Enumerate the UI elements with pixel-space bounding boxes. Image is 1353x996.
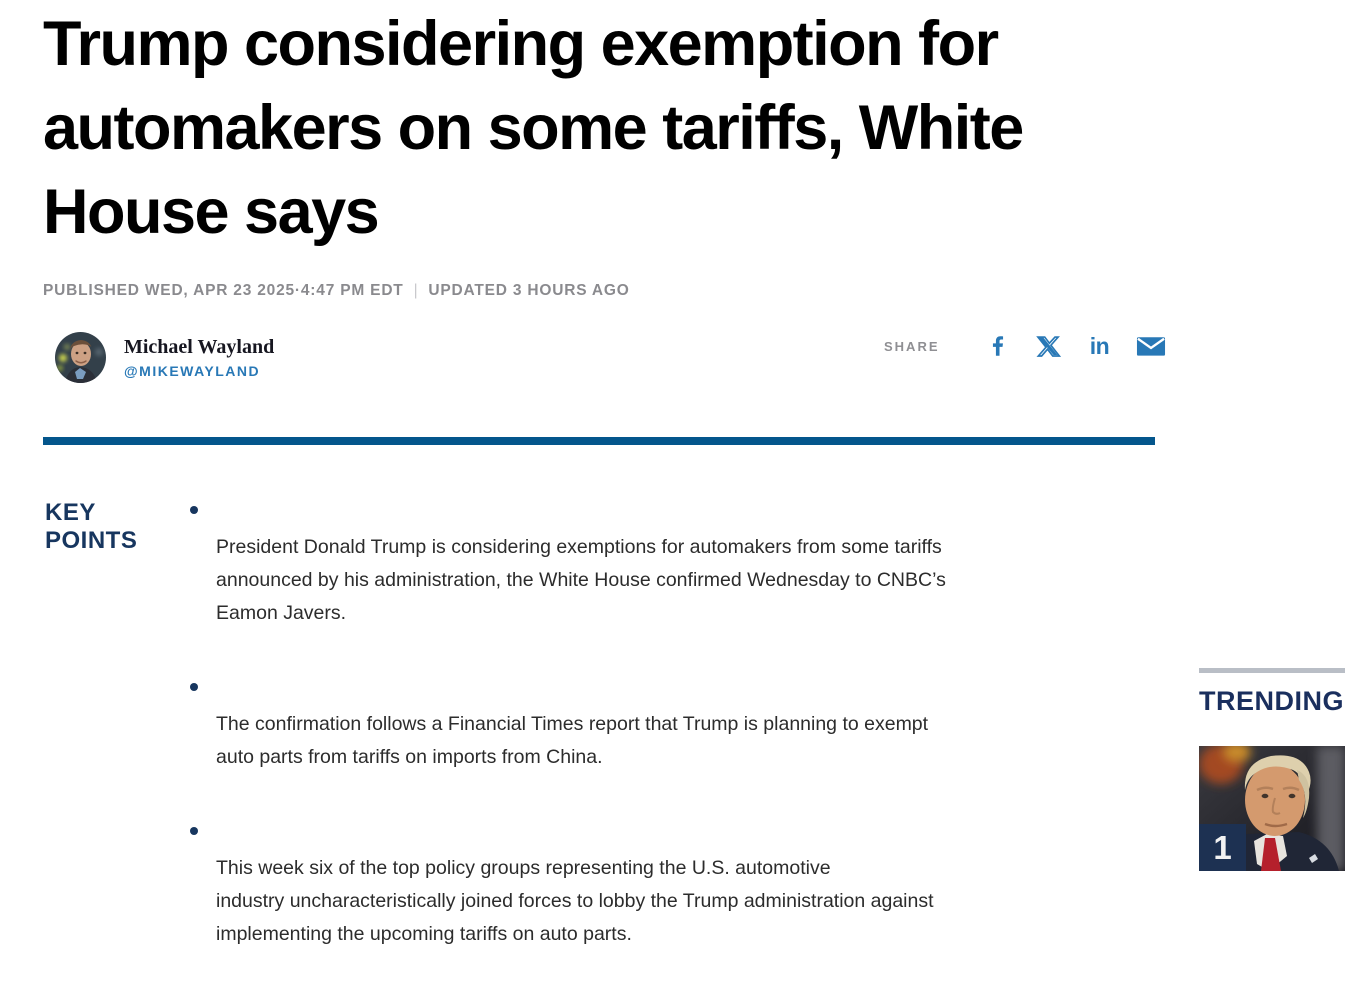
share-label: SHARE <box>884 338 940 354</box>
share-x-button[interactable] <box>1034 331 1064 361</box>
author-byline[interactable]: Michael Wayland @MIKEWAYLAND <box>55 332 274 383</box>
trending-divider <box>1199 668 1345 673</box>
facebook-icon <box>992 336 1003 356</box>
x-icon <box>1036 335 1062 357</box>
author-photo <box>55 332 106 383</box>
key-point-text: The confirmation follows a Financial Tim… <box>216 713 929 768</box>
article-page: Trump considering exemption for automake… <box>43 9 1345 945</box>
timestamp-line: PUBLISHED WED, APR 23 2025·4:47 PM EDT | U… <box>43 282 1143 300</box>
key-point-item: The confirmation follows a Financial Tim… <box>188 675 1148 774</box>
updated-timestamp: UPDATED 3 HOURS AGO <box>428 282 630 299</box>
linkedin-icon: in <box>1089 332 1110 359</box>
author-handle[interactable]: @MIKEWAYLAND <box>124 363 261 379</box>
bullet-dot-icon <box>190 506 198 514</box>
author-avatar[interactable] <box>55 332 106 383</box>
trending-thumbnail <box>1199 746 1345 871</box>
author-meta: Michael Wayland @MIKEWAYLAND <box>124 336 274 379</box>
section-divider <box>43 437 1155 445</box>
key-points-label: KEY POINTS <box>45 499 138 554</box>
key-point-text: This week six of the top policy groups r… <box>216 857 934 945</box>
published-timestamp: PUBLISHED WED, APR 23 2025·4:47 PM EDT <box>43 282 404 299</box>
trending-item-1[interactable]: 1 <box>1199 746 1345 871</box>
author-name[interactable]: Michael Wayland <box>124 336 275 358</box>
share-linkedin-button[interactable]: in <box>1085 331 1115 361</box>
share-facebook-button[interactable] <box>983 331 1013 361</box>
key-point-item: President Donald Trump is considering ex… <box>188 498 1148 630</box>
bullet-dot-icon <box>190 683 198 691</box>
key-point-text: President Donald Trump is considering ex… <box>216 536 946 624</box>
key-point-item: This week six of the top policy groups r… <box>188 819 1148 951</box>
trending-rank-badge: 1 <box>1199 824 1246 871</box>
share-email-button[interactable] <box>1136 331 1166 361</box>
key-points-list: President Donald Trump is considering ex… <box>188 498 1148 996</box>
trending-title: TRENDING <box>1199 686 1344 716</box>
timestamp-separator: | <box>413 282 419 299</box>
trending-thumbnail-image <box>1199 746 1345 871</box>
share-bar: SHARE in <box>884 330 1166 362</box>
bullet-dot-icon <box>190 827 198 835</box>
trending-sidebar: TRENDING <box>1199 668 1345 871</box>
article-headline: Trump considering exemption for automake… <box>43 9 1024 247</box>
email-icon <box>1136 337 1165 356</box>
